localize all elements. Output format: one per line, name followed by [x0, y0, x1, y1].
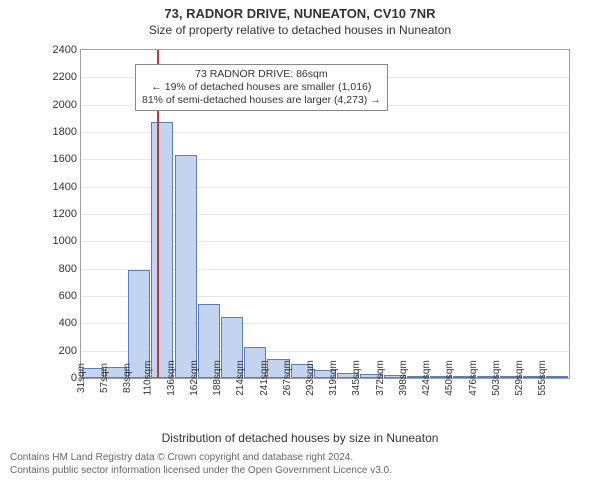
x-tick-label: 31sqm: [74, 363, 87, 393]
annotation-line-3: 81% of semi-detached houses are larger (…: [142, 94, 381, 107]
x-tick-label: 241sqm: [257, 360, 270, 396]
y-tick-label: 1200: [53, 208, 81, 220]
chart-container: Number of detached properties 0200400600…: [20, 39, 580, 429]
y-tick-label: 1800: [53, 126, 81, 138]
histogram-bar: [151, 122, 173, 378]
annotation-box: 73 RADNOR DRIVE: 86sqm← 19% of detached …: [135, 64, 388, 111]
x-tick-label: 529sqm: [512, 360, 525, 396]
y-tick-label: 1000: [53, 235, 81, 247]
x-tick-label: 555sqm: [536, 360, 549, 396]
y-tick-label: 2400: [53, 44, 81, 56]
y-tick-label: 400: [59, 317, 81, 329]
y-tick-label: 1600: [53, 153, 81, 165]
x-tick-label: 503sqm: [489, 360, 502, 396]
x-tick-label: 267sqm: [280, 360, 293, 396]
x-tick-label: 110sqm: [141, 361, 154, 396]
x-tick-label: 450sqm: [443, 360, 456, 396]
x-tick-label: 476sqm: [466, 360, 479, 396]
footer-line-2: Contains public sector information licen…: [10, 464, 590, 477]
y-tick-label: 800: [59, 263, 81, 275]
x-tick-label: 424sqm: [419, 360, 432, 396]
histogram-bar: [175, 155, 197, 378]
page-subtitle: Size of property relative to detached ho…: [0, 23, 600, 37]
page-title: 73, RADNOR DRIVE, NUNEATON, CV10 7NR: [0, 6, 600, 21]
footer-attribution: Contains HM Land Registry data © Crown c…: [10, 451, 590, 477]
x-tick-label: 398sqm: [396, 360, 409, 396]
y-tick-label: 200: [59, 345, 81, 357]
x-tick-label: 345sqm: [350, 360, 363, 396]
x-tick-label: 136sqm: [164, 360, 177, 396]
annotation-line-2: ← 19% of detached houses are smaller (1,…: [142, 81, 381, 94]
x-tick-label: 293sqm: [303, 360, 316, 396]
y-tick-label: 600: [59, 290, 81, 302]
annotation-line-1: 73 RADNOR DRIVE: 86sqm: [142, 68, 381, 81]
x-tick-label: 162sqm: [187, 360, 200, 396]
x-tick-label: 57sqm: [97, 363, 110, 393]
x-tick-label: 188sqm: [210, 360, 223, 396]
histogram-bar: [546, 376, 568, 378]
footer-line-1: Contains HM Land Registry data © Crown c…: [10, 451, 590, 464]
y-tick-label: 2000: [53, 99, 81, 111]
x-tick-label: 214sqm: [233, 360, 246, 396]
plot-area: 0200400600800100012001400160018002000220…: [80, 49, 570, 379]
x-tick-label: 372sqm: [373, 360, 386, 396]
x-tick-label: 83sqm: [120, 363, 133, 393]
y-tick-label: 1400: [53, 181, 81, 193]
x-tick-label: 319sqm: [326, 360, 339, 396]
x-axis-label: Distribution of detached houses by size …: [0, 431, 600, 445]
y-tick-label: 2200: [53, 71, 81, 83]
